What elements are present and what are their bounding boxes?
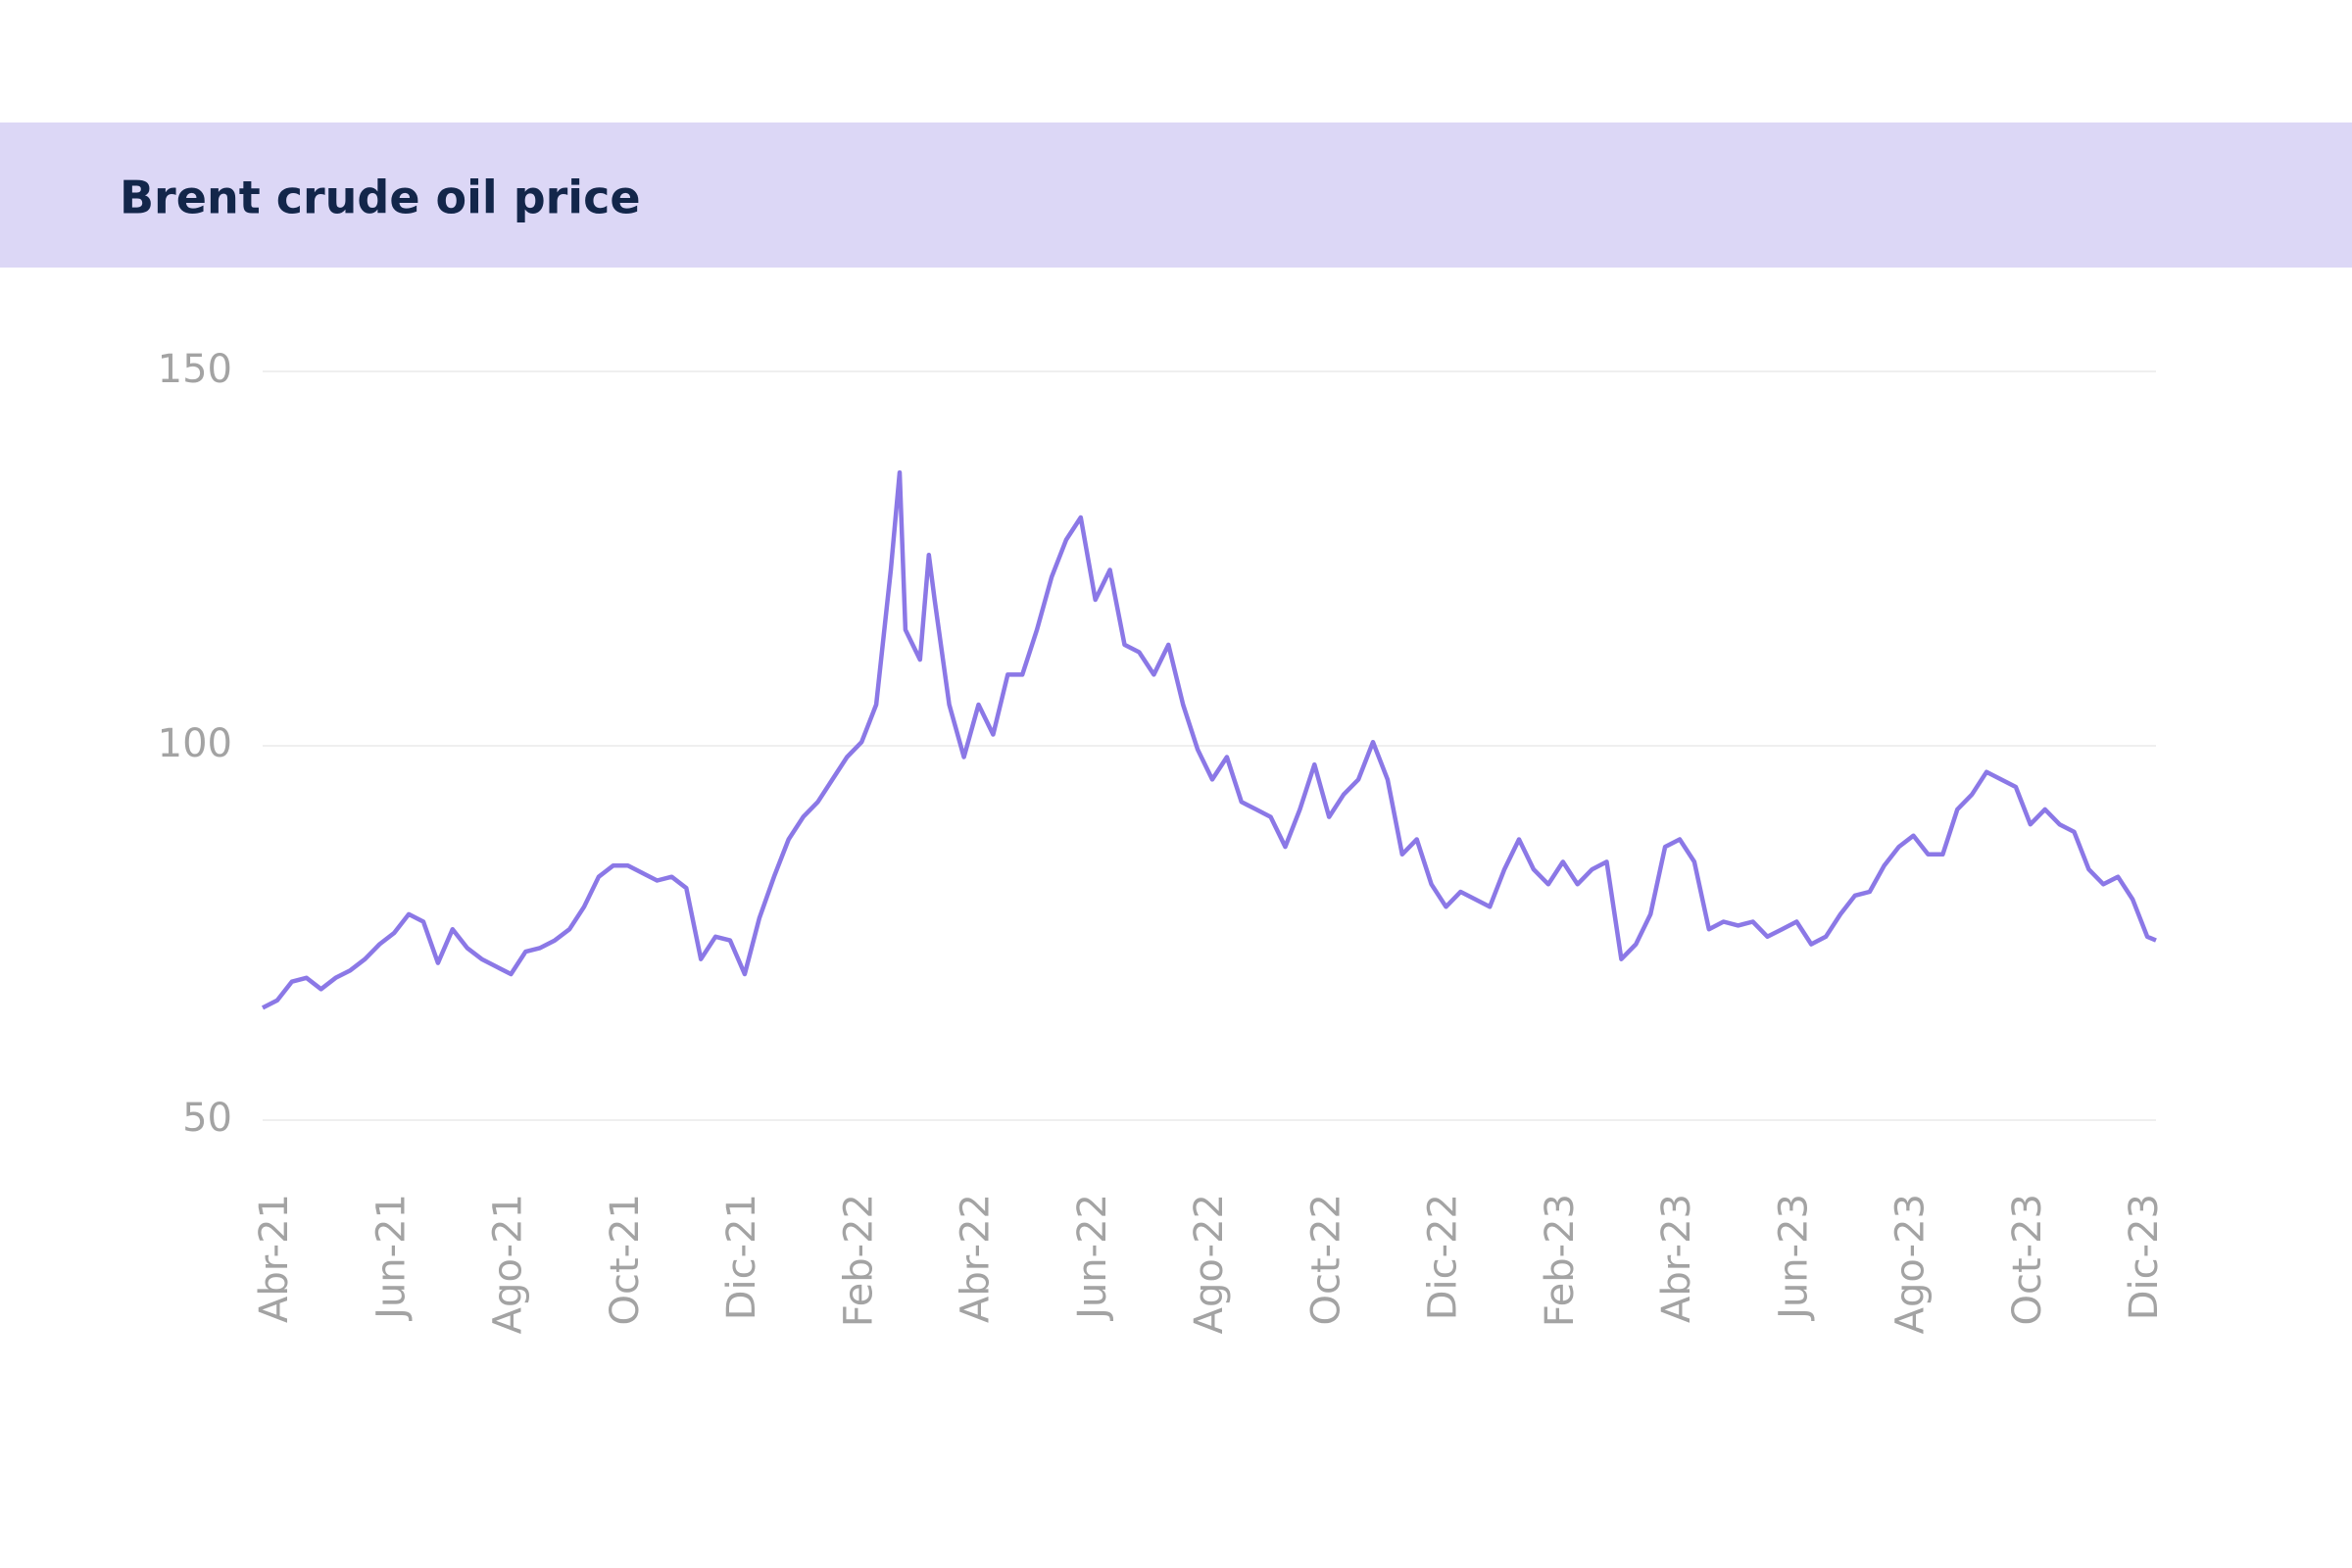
x-tick-label: Abr-21: [252, 1194, 297, 1323]
x-tick-label: Feb-22: [836, 1194, 881, 1327]
x-tick-label: Oct-21: [603, 1194, 648, 1326]
chart-title: Brent crude oil price: [120, 172, 641, 224]
x-tick-label: Feb-23: [1538, 1194, 1583, 1327]
x-tick-label: Ago-22: [1187, 1194, 1232, 1334]
x-tick-label: Jun-22: [1070, 1194, 1115, 1322]
x-tick-label: Oct-23: [2005, 1194, 2050, 1326]
x-tick-label: Ago-21: [486, 1194, 531, 1334]
title-band: [0, 122, 2352, 268]
x-tick-label: Dic-22: [1421, 1194, 1466, 1320]
x-tick-label: Ago-23: [1888, 1194, 1934, 1334]
price-line: [261, 469, 2157, 1010]
x-tick-label: Jun-21: [368, 1194, 414, 1322]
y-tick-label: 150: [158, 347, 232, 392]
x-tick-label: Abr-23: [1654, 1194, 1699, 1323]
y-tick-label: 50: [182, 1096, 232, 1141]
x-tick-label: Abr-22: [954, 1194, 999, 1323]
x-tick-label: Dic-23: [2122, 1194, 2167, 1320]
y-tick-label: 100: [158, 721, 232, 766]
x-tick-label: Oct-22: [1303, 1194, 1348, 1326]
x-tick-label: Jun-23: [1771, 1194, 1816, 1322]
x-tick-label: Dic-21: [719, 1194, 764, 1320]
